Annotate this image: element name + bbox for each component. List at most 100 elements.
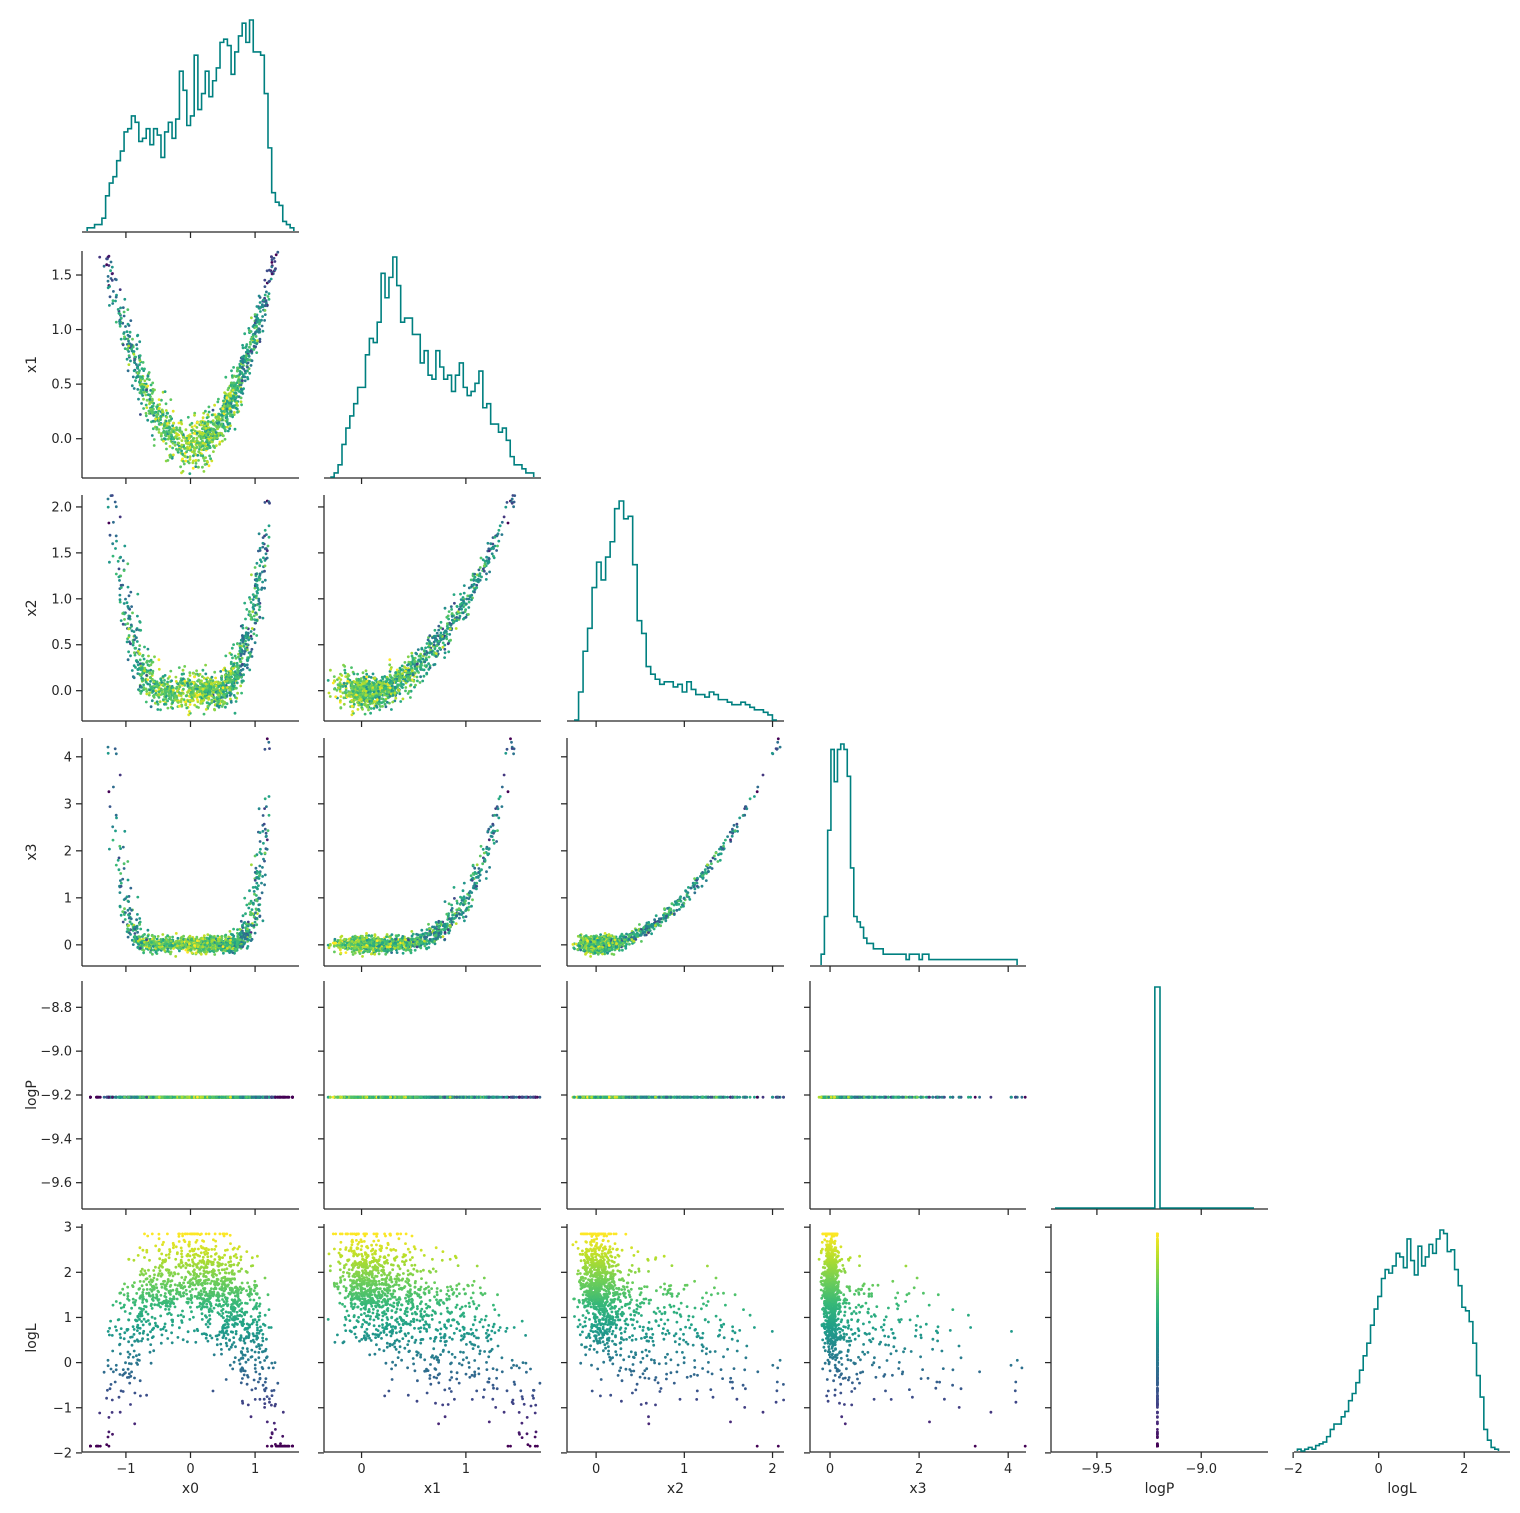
scatter-point [210,949,214,953]
y-tick-label: 1 [64,891,72,906]
scatter-point [220,678,224,681]
scatter-point [248,889,251,893]
scatter-point [133,358,136,362]
scatter-point [163,688,167,691]
scatter-point [201,668,205,672]
scatter-point [262,298,265,302]
scatter-point [193,432,196,435]
scatter-point [201,441,205,445]
scatter-point [223,404,226,408]
scatter-point [203,459,206,463]
scatter-point [244,926,247,930]
scatter-point [262,822,266,826]
scatter-point [123,335,126,339]
scatter-point [173,443,177,447]
scatter-point [241,634,244,638]
scatter-point [140,367,144,370]
scatter-point [206,413,210,416]
scatter-point [205,439,209,442]
scatter-point [144,393,148,397]
scatter-point [193,411,197,415]
scatter-point [256,887,259,891]
scatter-point [122,862,126,866]
scatter-point [162,427,165,430]
scatter-point [233,427,237,431]
scatter-point [127,350,130,353]
scatter-point [131,375,135,379]
scatter-point [146,928,150,932]
scatter-point [251,598,255,601]
scatter-point [222,434,225,438]
scatter-point [220,700,224,704]
scatter-point [210,939,214,943]
scatter-point [168,944,171,948]
scatter-point [261,329,265,333]
scatter-point [131,337,134,341]
scatter-point [150,401,154,404]
scatter-point [248,668,252,672]
y-tick-label: −9.2 [40,1089,72,1104]
scatter-point [203,422,207,425]
scatter-point [263,285,267,288]
scatter-point [197,434,201,438]
scatter-point [226,388,230,392]
scatter-point [241,346,245,350]
scatter-point [127,924,131,927]
scatter-point [121,343,125,347]
scatter-point [186,691,190,694]
scatter-point [268,747,271,750]
scatter-point [257,306,261,310]
scatter-point [102,264,106,268]
y-tick-label: 0.5 [51,638,72,653]
scatter-point [243,601,247,605]
scatter-point [249,337,253,341]
panels: 0.00.51.01.5x10.00.51.01.52.0x201234x3−9… [24,19,1510,1497]
scatter-point [177,447,181,451]
scatter-point [175,432,179,436]
scatter-point [146,384,150,388]
scatter-point [159,938,163,941]
scatter-point [198,447,201,451]
scatter-point [165,942,169,946]
scatter-point [274,1095,277,1099]
scatter-point [141,663,145,666]
scatter-point [108,560,111,564]
scatter-point [133,651,136,655]
scatter-point [180,449,184,453]
scatter-point [261,541,265,545]
scatter-point [213,953,217,956]
scatter-point [111,302,115,305]
scatter-point [190,937,194,941]
scatter-point [171,446,175,450]
scatter-point [113,500,117,504]
y-tick-label: −8.8 [40,1001,72,1016]
scatter-point [274,253,278,257]
scatter-point [106,275,110,278]
scatter-point [166,459,170,462]
scatter-point [150,661,154,664]
scatter-point [124,897,127,900]
scatter-point [129,319,133,322]
scatter-point [244,350,248,354]
scatter-point [126,935,130,939]
scatter-point [169,415,173,419]
scatter-point [186,682,189,685]
scatter-point [262,857,265,861]
scatter-point [108,533,112,537]
scatter-point [168,445,172,448]
scatter-point [127,363,131,366]
scatter-point [135,640,139,643]
scatter-point [263,873,267,877]
scatter-point [238,660,242,663]
y-tick-label: 3 [64,797,72,812]
scatter-point [254,911,257,915]
scatter-point [144,411,148,415]
scatter-point [257,871,261,874]
scatter-point [204,708,208,711]
scatter-point [106,279,110,283]
scatter-point [227,401,231,405]
scatter-point [188,686,192,689]
scatter-point [121,306,125,309]
scatter-point [232,394,235,398]
scatter-point [117,856,121,860]
